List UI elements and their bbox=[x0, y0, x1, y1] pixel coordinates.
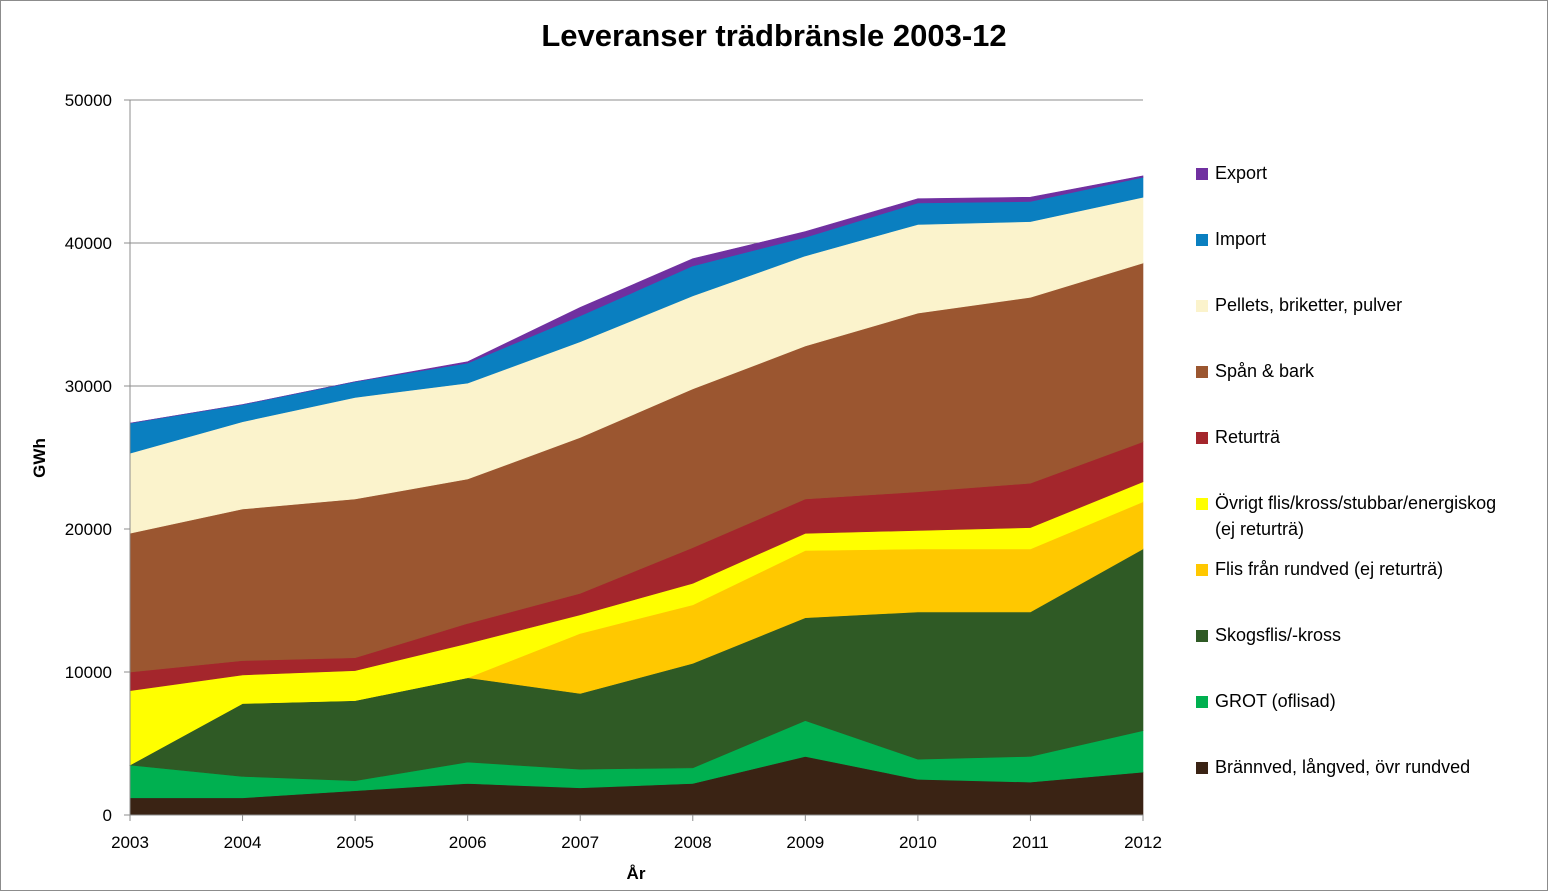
legend-swatch bbox=[1196, 498, 1208, 510]
legend-swatch bbox=[1196, 432, 1208, 444]
legend-label: Skogsflis/-kross bbox=[1215, 625, 1342, 645]
legend-item: Brännved, långved, övr rundved bbox=[1196, 754, 1470, 780]
legend-swatch bbox=[1196, 300, 1208, 312]
y-axis-title: GWh bbox=[30, 438, 49, 478]
x-tick-label: 2008 bbox=[674, 833, 712, 852]
legend-item: Import bbox=[1196, 226, 1266, 252]
legend-label: Brännved, långved, övr rundved bbox=[1215, 757, 1471, 777]
legend-swatch bbox=[1196, 564, 1208, 576]
legend-swatch bbox=[1196, 168, 1208, 180]
x-tick-label: 2006 bbox=[449, 833, 487, 852]
legend-swatch bbox=[1196, 366, 1208, 378]
legend-label: Export bbox=[1215, 163, 1268, 183]
legend-item: Pellets, briketter, pulver bbox=[1196, 292, 1402, 318]
legend-swatch bbox=[1196, 696, 1208, 708]
y-tick-label: 20000 bbox=[65, 520, 112, 539]
x-tick-label: 2003 bbox=[111, 833, 149, 852]
x-tick-label: 2009 bbox=[786, 833, 824, 852]
x-tick-label: 2004 bbox=[224, 833, 262, 852]
legend-label: Övrigt flis/kross/stubbar/energiskog (ej… bbox=[1215, 493, 1497, 539]
y-tick-label: 0 bbox=[103, 806, 112, 825]
legend-item: Export bbox=[1196, 160, 1267, 186]
legend-label: Pellets, briketter, pulver bbox=[1215, 295, 1403, 315]
area-series-9 bbox=[129, 175, 1144, 424]
legend-item: Flis från rundved (ej returträ) bbox=[1196, 556, 1443, 582]
y-tick-label: 50000 bbox=[65, 91, 112, 110]
legend-swatch bbox=[1196, 630, 1208, 642]
legend-swatch bbox=[1196, 762, 1208, 774]
legend-label: Flis från rundved (ej returträ) bbox=[1215, 559, 1444, 579]
legend-label: Returträ bbox=[1215, 427, 1281, 447]
x-tick-label: 2005 bbox=[336, 833, 374, 852]
legend-item: Övrigt flis/kross/stubbar/energiskog (ej… bbox=[1196, 490, 1496, 542]
legend-item: Skogsflis/-kross bbox=[1196, 622, 1341, 648]
axes: 0 10000 20000 30000 40000 50000 2003 2004 2005 20… bbox=[65, 91, 1162, 852]
stacked-areas bbox=[129, 175, 1144, 816]
y-tick-label: 30000 bbox=[65, 377, 112, 396]
legend-item: Returträ bbox=[1196, 424, 1280, 450]
legend-swatch bbox=[1196, 234, 1208, 246]
x-tick-label: 2012 bbox=[1124, 833, 1162, 852]
legend-label: Spån & bark bbox=[1215, 361, 1315, 381]
legend-label: Import bbox=[1215, 229, 1267, 249]
legend-label: GROT (oflisad) bbox=[1215, 691, 1336, 711]
chart-title: Leveranser trädbränsle 2003-12 bbox=[541, 18, 1007, 53]
x-tick-label: 2011 bbox=[1012, 833, 1049, 852]
y-tick-label: 10000 bbox=[65, 663, 112, 682]
y-tick-label: 40000 bbox=[65, 234, 112, 253]
legend-item: GROT (oflisad) bbox=[1196, 688, 1336, 714]
x-tick-label: 2007 bbox=[561, 833, 599, 852]
x-tick-label: 2010 bbox=[899, 833, 937, 852]
x-axis-title: År bbox=[627, 864, 646, 883]
legend-item: Spån & bark bbox=[1196, 358, 1314, 384]
